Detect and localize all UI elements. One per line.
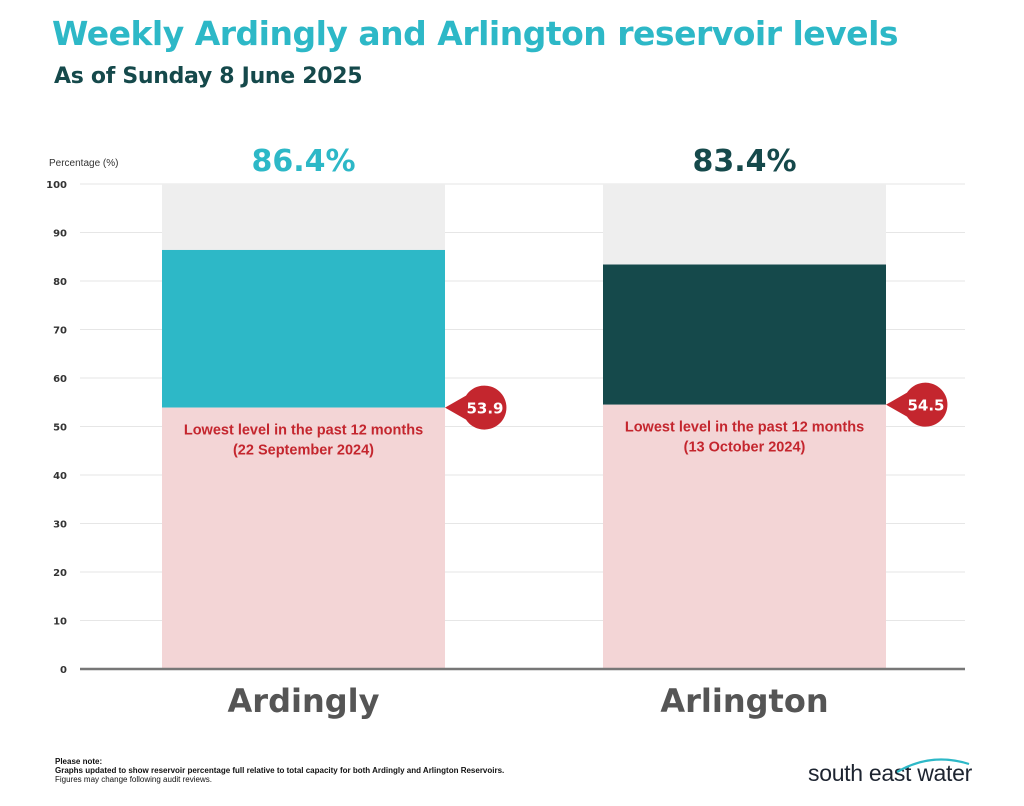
company-logo: south east water — [808, 760, 972, 786]
y-tick-label: 30 — [53, 520, 67, 531]
lowest-level-value: 53.9 — [466, 400, 503, 418]
lowest-level-marker — [886, 382, 948, 427]
category-label: Ardingly — [228, 682, 380, 720]
y-tick-label: 20 — [53, 568, 67, 579]
chart-title: Weekly Ardingly and Arlington reservoir … — [52, 14, 899, 53]
bar-ardingly — [162, 249, 445, 408]
note-line-2: Figures may change following audit revie… — [55, 775, 212, 784]
chart-subtitle: As of Sunday 8 June 2025 — [54, 64, 363, 89]
note-line-1: Graphs updated to show reservoir percent… — [55, 766, 505, 775]
y-tick-label: 60 — [53, 374, 67, 385]
value-label: 83.4% — [692, 144, 796, 179]
y-tick-label: 90 — [53, 229, 67, 240]
lowest-level-value: 54.5 — [907, 397, 944, 415]
footer-note: Please note: Graphs updated to show rese… — [55, 757, 504, 784]
bar-arlington — [603, 264, 886, 405]
lowest-level-note: (22 September 2024) — [233, 443, 374, 459]
lowest-level-note: Lowest level in the past 12 months — [184, 423, 423, 439]
lowest-level-note: (13 October 2024) — [684, 440, 806, 456]
logo-swoosh-icon — [896, 758, 970, 773]
lowest-level-note: Lowest level in the past 12 months — [625, 420, 864, 436]
lowest-level-marker — [445, 385, 507, 430]
bar-remaining-capacity — [162, 184, 445, 250]
y-tick-label: 70 — [53, 326, 67, 337]
bar-lowest-segment — [162, 407, 445, 669]
category-label: Arlington — [660, 682, 828, 720]
y-axis-label: Percentage (%) — [49, 158, 118, 169]
value-label: 86.4% — [251, 144, 355, 179]
y-tick-label: 40 — [53, 471, 67, 482]
bar-lowest-segment — [603, 404, 886, 669]
y-tick-label: 10 — [53, 617, 67, 628]
bar-remaining-capacity — [603, 184, 886, 265]
y-tick-label: 0 — [60, 665, 67, 676]
y-tick-label: 50 — [53, 423, 67, 434]
y-tick-label: 80 — [53, 277, 67, 288]
y-tick-label: 100 — [46, 180, 67, 191]
note-heading: Please note: — [55, 757, 103, 766]
